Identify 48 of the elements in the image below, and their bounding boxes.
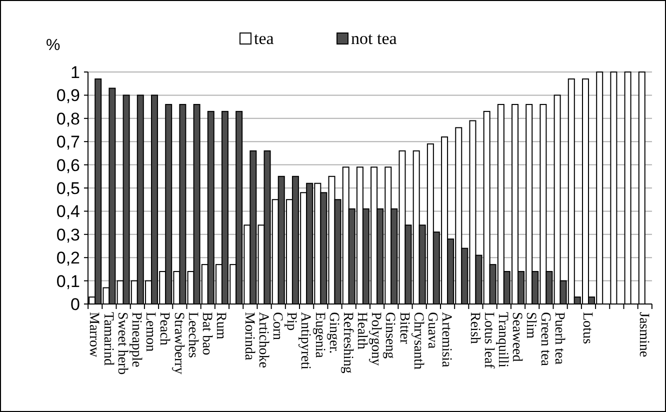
x-tick-label: Bitter bbox=[396, 312, 412, 344]
legend-label: not tea bbox=[351, 29, 398, 48]
x-tick-label: Tranquilli bbox=[495, 312, 510, 368]
y-tick-label: 0,7 bbox=[56, 132, 80, 152]
x-tick-label: Lotus bbox=[580, 312, 595, 344]
x-tick-label: Pineapple bbox=[128, 312, 144, 368]
x-tick-label: Lemon bbox=[142, 312, 158, 352]
x-tick-label: Puerh tea bbox=[551, 312, 566, 366]
x-tick-label: Ginseng bbox=[382, 312, 398, 359]
x-tick-label: Ginger. bbox=[326, 312, 341, 354]
x-tick-label: Jasmine bbox=[636, 312, 651, 358]
x-tick-label: Artemisia bbox=[438, 312, 454, 368]
y-tick-label: 1 bbox=[70, 62, 80, 82]
y-tick-label: 0,4 bbox=[56, 202, 80, 222]
y-tick-label: 0,5 bbox=[56, 178, 80, 198]
x-tick-label: Reish bbox=[466, 312, 482, 344]
x-tick-label: Bat bao bbox=[198, 312, 214, 356]
y-tick-label: 0,2 bbox=[56, 248, 80, 268]
y-tick-label: 0,6 bbox=[56, 156, 80, 175]
x-tick-label: Tamarind bbox=[100, 312, 116, 366]
x-tick-label: Lotus leaf bbox=[480, 312, 496, 369]
x-tick-label: Peach bbox=[156, 312, 172, 346]
x-tick-label: Polygony bbox=[368, 312, 384, 366]
x-tick-label: Corn bbox=[269, 312, 284, 340]
y-tick-label: 0,1 bbox=[56, 272, 80, 291]
legend-label: tea bbox=[254, 29, 274, 48]
x-tick-label: Sweet herb bbox=[114, 312, 130, 375]
y-tick-label: 0,8 bbox=[56, 109, 80, 128]
x-tick-label: Morinda bbox=[241, 312, 256, 361]
x-tick-label: Guava bbox=[424, 312, 440, 350]
x-tick-label: Leeches bbox=[184, 312, 200, 358]
y-tick-label: 0,9 bbox=[56, 86, 80, 106]
x-tick-label: Pip bbox=[284, 312, 299, 331]
x-tick-label: Refreshing bbox=[340, 312, 355, 374]
y-tick-label: 0,3 bbox=[56, 225, 80, 244]
x-tick-label: Antipyreti bbox=[298, 312, 313, 370]
x-tick-label: Green tea bbox=[537, 312, 552, 367]
x-tick-label: Marrow bbox=[86, 312, 102, 358]
x-tick-label: Chrysanth bbox=[410, 312, 426, 370]
y-tick-label: 0 bbox=[70, 294, 80, 314]
y-axis-title: % bbox=[46, 37, 60, 54]
x-tick-label: Artichoke bbox=[255, 312, 270, 368]
x-tick-label: Seaweed bbox=[509, 312, 524, 362]
x-tick-label: Eugenia bbox=[312, 312, 327, 359]
x-tick-label: Strawberry bbox=[170, 312, 186, 374]
x-tick-label: Health bbox=[354, 312, 370, 350]
x-tick-label: Rum bbox=[213, 312, 228, 340]
x-tick-label: Slim bbox=[523, 312, 538, 339]
